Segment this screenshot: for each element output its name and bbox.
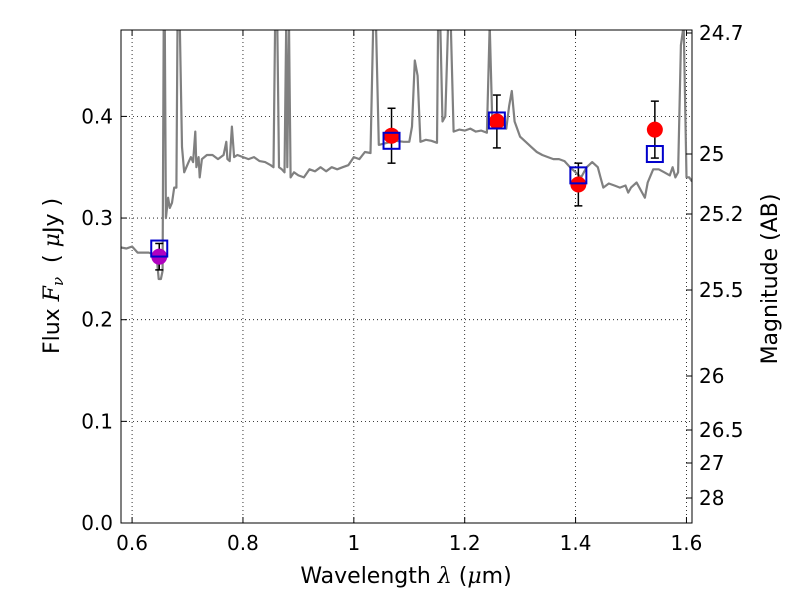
y2-tick-label: 26.5	[699, 418, 744, 442]
ticks	[121, 30, 692, 524]
x-tick-label: 1.4	[560, 531, 592, 555]
model-point	[382, 131, 401, 150]
x-tick-labels: 0.6 0.8 1 1.2 1.4 1.6	[116, 531, 702, 555]
observed-point	[570, 176, 587, 193]
x-tick-label: 0.8	[227, 531, 259, 555]
x-tick-label: 1	[347, 531, 360, 555]
plot-frame	[120, 29, 693, 524]
y-tick-label: 0.3	[81, 206, 113, 230]
spectrum-line	[121, 30, 692, 281]
y2-tick-label: 25.5	[699, 278, 744, 302]
y2-tick-label: 27	[699, 451, 724, 475]
y2-tick-labels: 24.7 25 25.2 25.5 26 26.5 27 28	[699, 21, 744, 510]
y2-tick-label: 25	[699, 142, 724, 166]
y2-tick-label: 24.7	[699, 21, 744, 45]
y-tick-labels: 0.0 0.1 0.2 0.3 0.4	[81, 104, 113, 535]
observed-point	[488, 113, 505, 130]
x-tick-label: 0.6	[116, 531, 148, 555]
y-tick-label: 0.0	[81, 511, 113, 535]
model-point	[487, 111, 506, 130]
y-axis-label: Flux Fν ( μJy )	[40, 198, 67, 354]
spectrum-layer	[121, 30, 692, 281]
y2-tick-label: 25.2	[699, 202, 744, 226]
y2-axis-label: Magnitude (AB)	[758, 194, 783, 365]
y-tick-label: 0.4	[81, 104, 113, 128]
plot-background	[121, 30, 692, 523]
y-tick-label: 0.2	[81, 308, 113, 332]
model-point	[645, 145, 664, 164]
observed-point	[646, 121, 663, 138]
y2-tick-label: 28	[699, 486, 724, 510]
x-tick-label: 1.6	[671, 531, 703, 555]
y-tick-label: 0.1	[81, 409, 113, 433]
x-axis-label: Wavelength λ (μm)	[300, 564, 511, 589]
model-layer	[150, 111, 664, 258]
model-point	[150, 239, 169, 258]
observed-point	[383, 127, 400, 144]
model-point	[569, 166, 588, 185]
observed-layer	[151, 113, 663, 265]
x-tick-label: 1.2	[449, 531, 481, 555]
y2-tick-label: 26	[699, 364, 724, 388]
